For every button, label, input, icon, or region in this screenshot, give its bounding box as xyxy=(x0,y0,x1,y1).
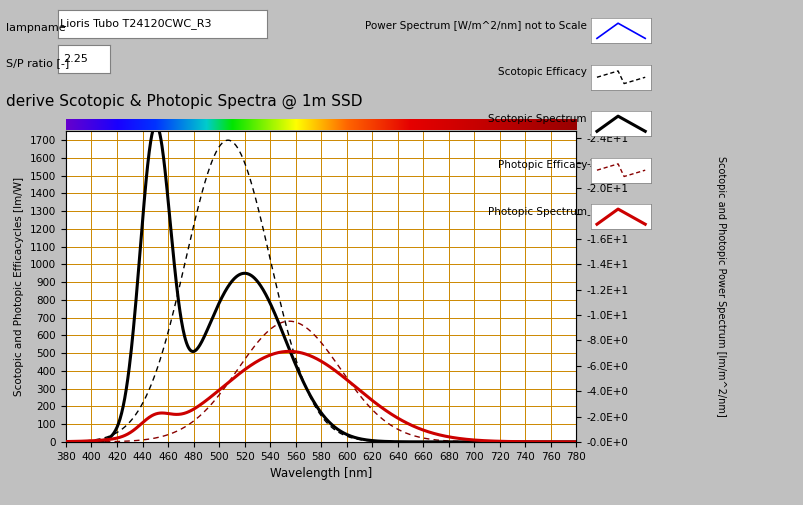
Y-axis label: Scotopic and Photopic Efficacycles [lm/W]: Scotopic and Photopic Efficacycles [lm/W… xyxy=(14,177,24,396)
Text: Scotopic Spectrum: Scotopic Spectrum xyxy=(487,114,586,124)
Text: S/P ratio [-]: S/P ratio [-] xyxy=(6,58,70,68)
X-axis label: Wavelength [nm]: Wavelength [nm] xyxy=(270,467,372,480)
Text: derive Scotopic & Photopic Spectra @ 1m SSD: derive Scotopic & Photopic Spectra @ 1m … xyxy=(6,93,362,109)
Text: Scotopic Efficacy: Scotopic Efficacy xyxy=(497,67,586,77)
Y-axis label: Scotopic and Photopic Power Spectrum [lm/m^2/nm]: Scotopic and Photopic Power Spectrum [lm… xyxy=(715,156,724,417)
Text: Photopic Efficacy: Photopic Efficacy xyxy=(497,160,586,170)
Text: 2.25: 2.25 xyxy=(63,55,88,64)
Text: Lioris Tubo T24120CWC_R3: Lioris Tubo T24120CWC_R3 xyxy=(60,19,211,29)
Text: Power Spectrum [W/m^2/nm] not to Scale: Power Spectrum [W/m^2/nm] not to Scale xyxy=(365,21,586,31)
Text: lampname: lampname xyxy=(6,23,66,33)
Text: Photopic Spectrum: Photopic Spectrum xyxy=(487,207,586,217)
